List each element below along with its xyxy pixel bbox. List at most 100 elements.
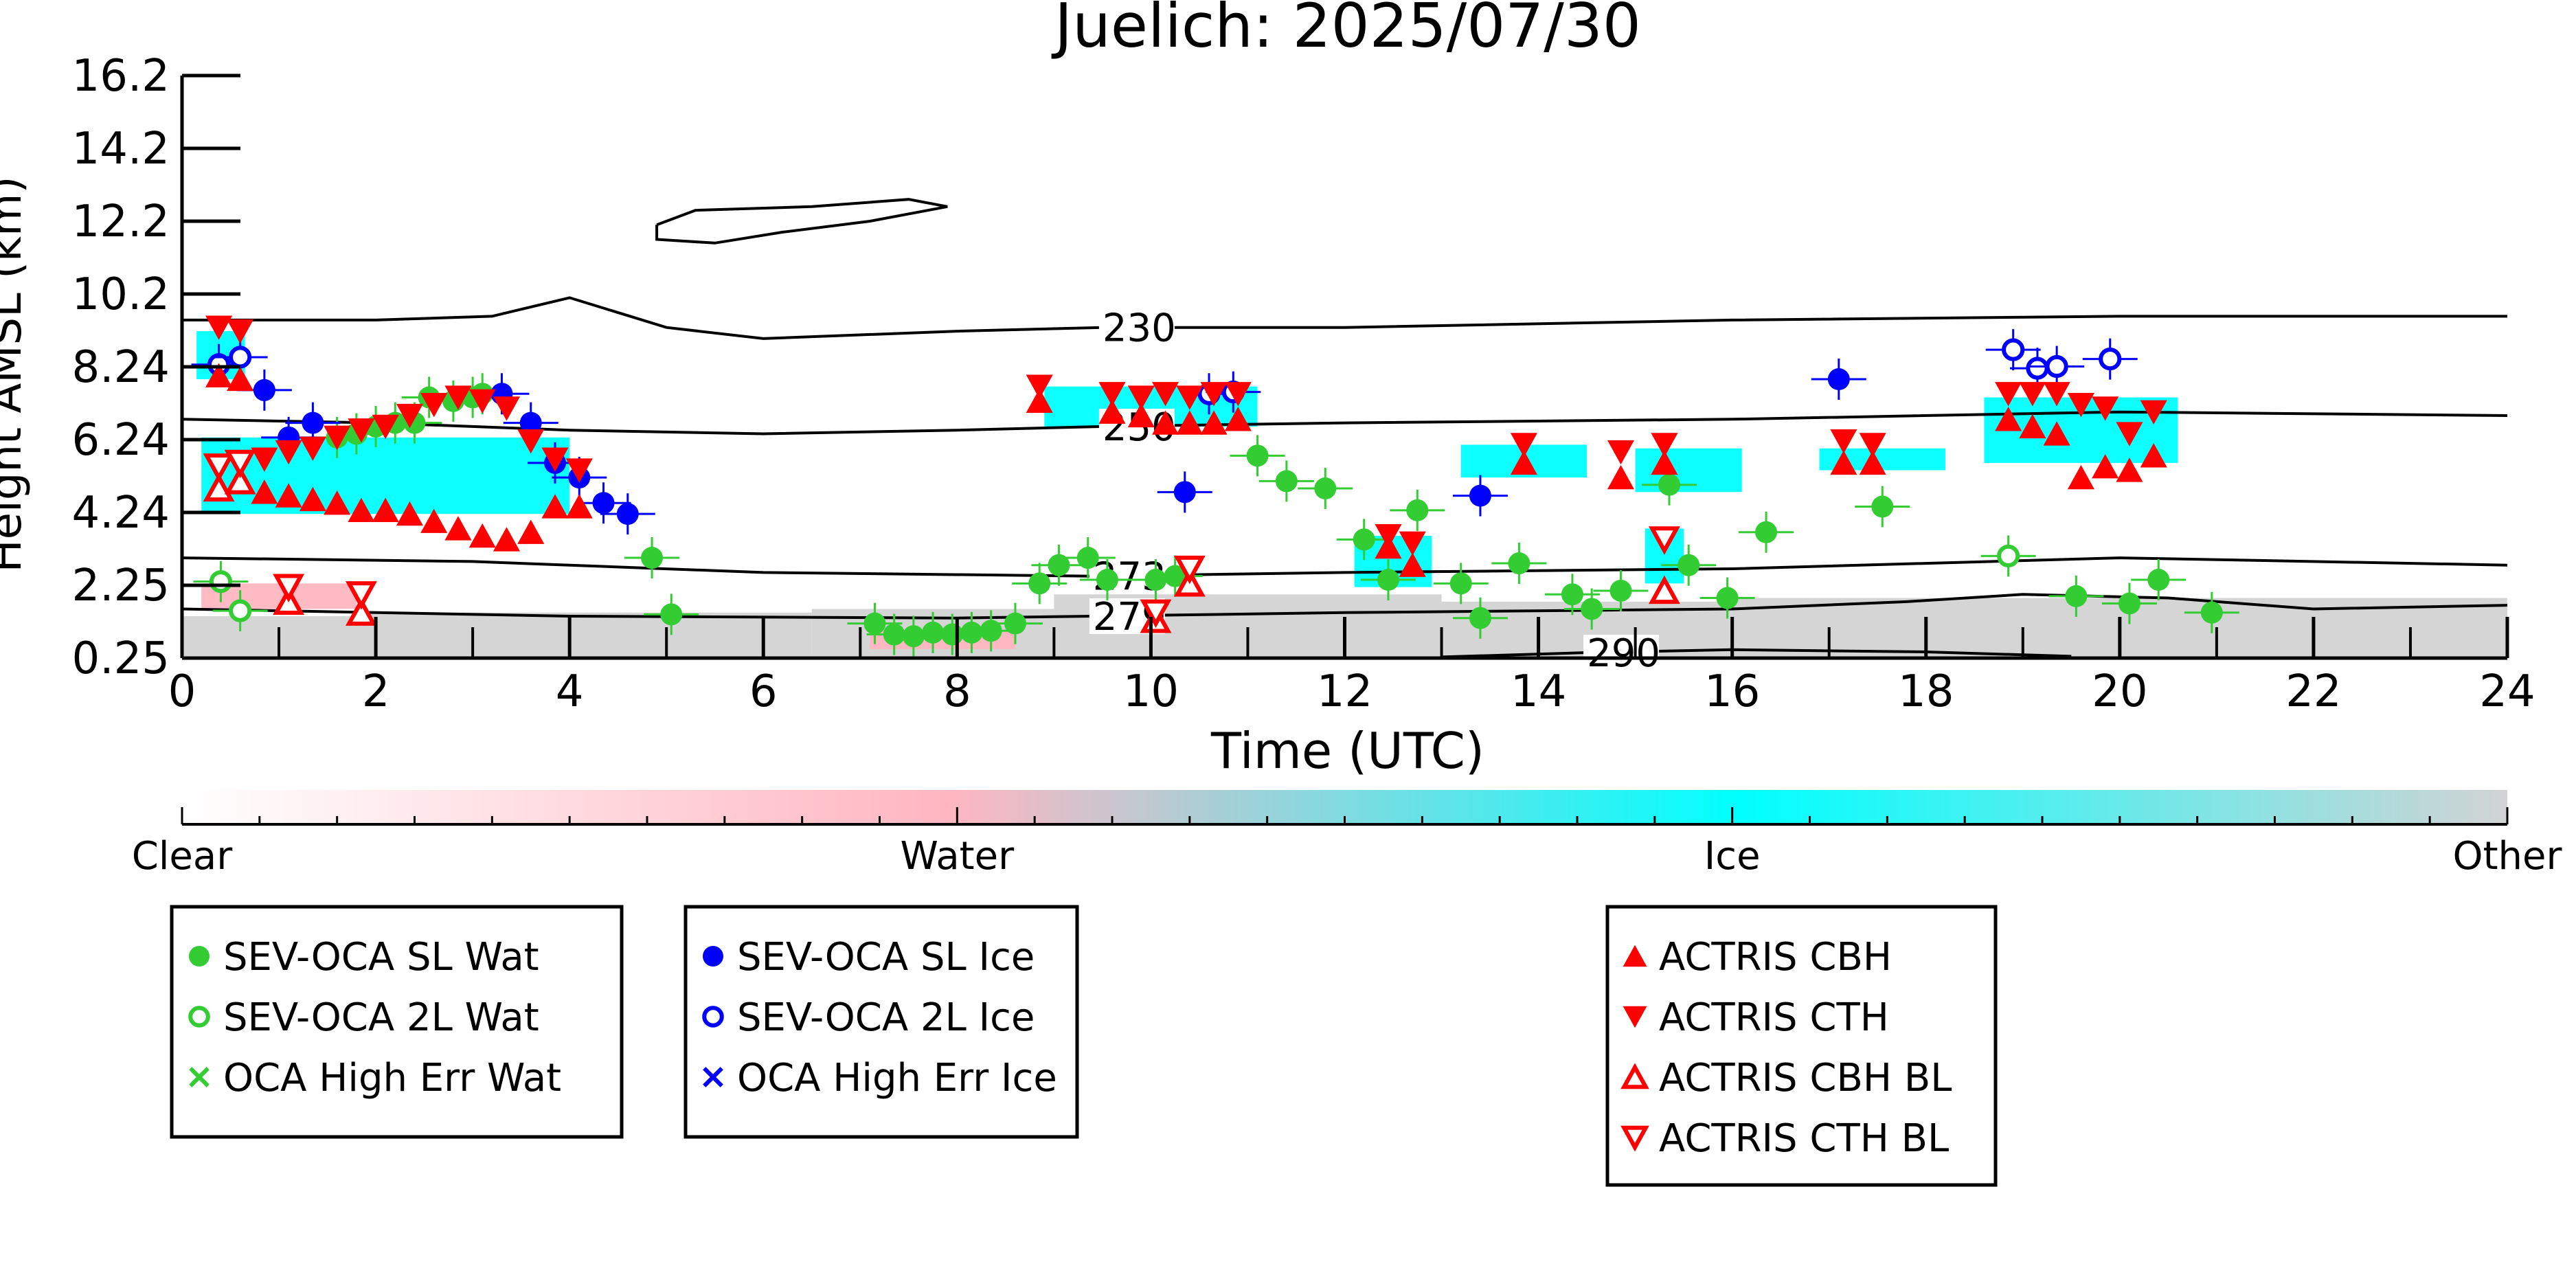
- point-sev-oca-sl-wat: [922, 621, 945, 644]
- point-actris-cth-shape: [1510, 433, 1537, 457]
- point-actris-cbh: [2019, 414, 2046, 439]
- point-actris-cth-shape: [444, 385, 472, 410]
- point-actris-cth-shape: [1098, 382, 1126, 407]
- x-tick-label: 6: [749, 666, 778, 717]
- point-sev-oca-sl-wat: [2200, 601, 2223, 624]
- point-sev-oca-sl-wat: [1096, 569, 1118, 591]
- point-actris-cth-shape: [299, 436, 326, 461]
- legend-marker-sev-oca-sl-wat-shape: [189, 946, 210, 967]
- point-actris-cbh: [493, 527, 521, 552]
- point-sev-oca-sl-ice: [1827, 368, 1850, 391]
- point-actris-cth-shape: [348, 418, 375, 443]
- y-tick-label: 10.2: [72, 269, 170, 320]
- legend-marker-actris-cbh-bl-shape: [1620, 1063, 1649, 1089]
- point-actris-cbh: [205, 363, 233, 387]
- colorbar: Clear Water Ice Other: [132, 790, 2563, 879]
- colorbar-label-water: Water: [901, 834, 1015, 879]
- point-actris-cbh-shape: [1830, 450, 1857, 475]
- point-actris-cth-shape: [1152, 382, 1179, 407]
- point-sev-oca-sl-wat: [1076, 547, 1099, 569]
- x-tick-label: 18: [1898, 666, 1954, 717]
- legend-marker-oca-high-err-ice-shape: [703, 1067, 723, 1087]
- legend-box-2: SEV-OCA SL Ice SEV-OCA 2L Ice OCA High Err…: [683, 905, 1079, 1139]
- x-tick-label: 20: [2092, 666, 2147, 717]
- series-actris-cbh: [205, 363, 2167, 577]
- point-sev-oca-sl-wat-shape: [1353, 528, 1375, 551]
- point-actris-cth-shape: [1995, 382, 2022, 407]
- legend-marker-actris-cth-bl-shape: [1620, 1125, 1649, 1152]
- point-actris-cbh-shape: [1152, 410, 1179, 435]
- point-actris-cbh: [1830, 450, 1857, 475]
- point-actris-cth: [1176, 385, 1204, 410]
- point-actris-cbh: [1200, 410, 1228, 435]
- point-sev-oca-2l-ice: [229, 346, 252, 369]
- point-actris-cth: [1651, 433, 1678, 457]
- legend-item-actris-cbh-bl: ACTRIS CBH BL: [1620, 1056, 1952, 1100]
- point-actris-cbh-shape: [275, 483, 302, 508]
- point-actris-cbh: [1510, 450, 1537, 475]
- point-actris-cth: [541, 447, 569, 472]
- point-sev-oca-sl-wat-shape: [863, 612, 886, 635]
- point-actris-cth: [2092, 396, 2119, 421]
- point-sev-oca-sl-wat: [1246, 444, 1269, 467]
- point-actris-cbh: [2116, 457, 2143, 482]
- point-sev-oca-sl-wat: [1144, 569, 1167, 591]
- point-actris-cbh-shape: [1510, 450, 1537, 475]
- point-actris-cbh-shape: [251, 479, 278, 504]
- legend-box-3: ACTRIS CBH ACTRIS CTH ACTRIS CBH BL ACTRIS …: [1605, 905, 1998, 1187]
- point-sev-oca-sl-ice: [1173, 481, 1196, 504]
- point-sev-oca-sl-wat: [1275, 470, 1298, 493]
- point-actris-cth-shape: [1224, 382, 1252, 407]
- point-sev-oca-sl-wat: [1609, 579, 1632, 602]
- legend-label-oca-high-err-ice: OCA High Err Ice: [737, 1056, 1057, 1100]
- point-actris-cth-shape: [1200, 382, 1228, 407]
- point-actris-cbh-shape: [2019, 414, 2046, 439]
- point-actris-cth: [2116, 422, 2143, 447]
- point-actris-cth-shape: [493, 396, 521, 421]
- legend-marker-sev-oca-sl-ice: [703, 946, 723, 967]
- point-sev-oca-sl-ice: [302, 411, 324, 434]
- contour-line-250: [181, 410, 2508, 436]
- point-sev-oca-sl-wat: [2147, 569, 2170, 591]
- point-sev-oca-sl-wat-shape: [2118, 592, 2140, 615]
- point-actris-cbh-shape: [1995, 407, 2022, 431]
- point-actris-cth-shape: [1399, 531, 1426, 556]
- point-actris-cbh-shape: [324, 490, 351, 515]
- point-actris-cth-shape: [372, 414, 399, 440]
- point-actris-cbh: [565, 494, 593, 519]
- point-actris-cbh: [1399, 552, 1426, 577]
- contour-label-290: 290: [1587, 631, 1660, 676]
- point-sev-oca-sl-ice-shape: [616, 503, 639, 526]
- legend-label-sev-oca-sl-ice: SEV-OCA SL Ice: [737, 935, 1035, 980]
- colorbar-labels: Clear Water Ice Other: [132, 834, 2563, 879]
- point-actris-cbh: [1152, 410, 1179, 435]
- point-actris-cbh: [2067, 464, 2094, 490]
- point-sev-oca-sl-wat: [1561, 583, 1583, 606]
- point-actris-cth: [565, 458, 593, 483]
- point-sev-oca-sl-wat: [1469, 607, 1491, 629]
- contour-label-230: 230: [1103, 306, 1176, 351]
- legend-label-actris-cbh: ACTRIS CBH: [1659, 935, 1892, 980]
- legend-marker-actris-cbh: [1623, 945, 1647, 967]
- point-actris-cth: [372, 414, 399, 440]
- point-actris-cbh-shape: [565, 494, 593, 519]
- point-actris-cth: [251, 447, 278, 472]
- legend-marker-oca-high-err-wat-shape: [189, 1067, 210, 1087]
- point-sev-oca-sl-wat-shape: [2200, 601, 2223, 624]
- point-sev-oca-sl-wat-shape: [980, 620, 1002, 642]
- y-tick-label: 6.24: [72, 415, 170, 466]
- point-actris-cth: [348, 418, 375, 443]
- point-actris-cth-shape: [1651, 433, 1678, 457]
- point-actris-cbh-shape: [444, 516, 472, 541]
- contour-line-279: [181, 593, 2508, 620]
- point-actris-cth: [493, 396, 521, 421]
- point-actris-cth-bl-shape: [1173, 555, 1206, 585]
- point-sev-oca-sl-wat-shape: [1469, 607, 1491, 629]
- point-actris-cth: [1859, 433, 1886, 457]
- point-actris-cth-bl-shape: [224, 449, 256, 479]
- y-axis-label: Height AMSL (km): [0, 177, 32, 573]
- point-actris-cbh-bl: [345, 597, 377, 626]
